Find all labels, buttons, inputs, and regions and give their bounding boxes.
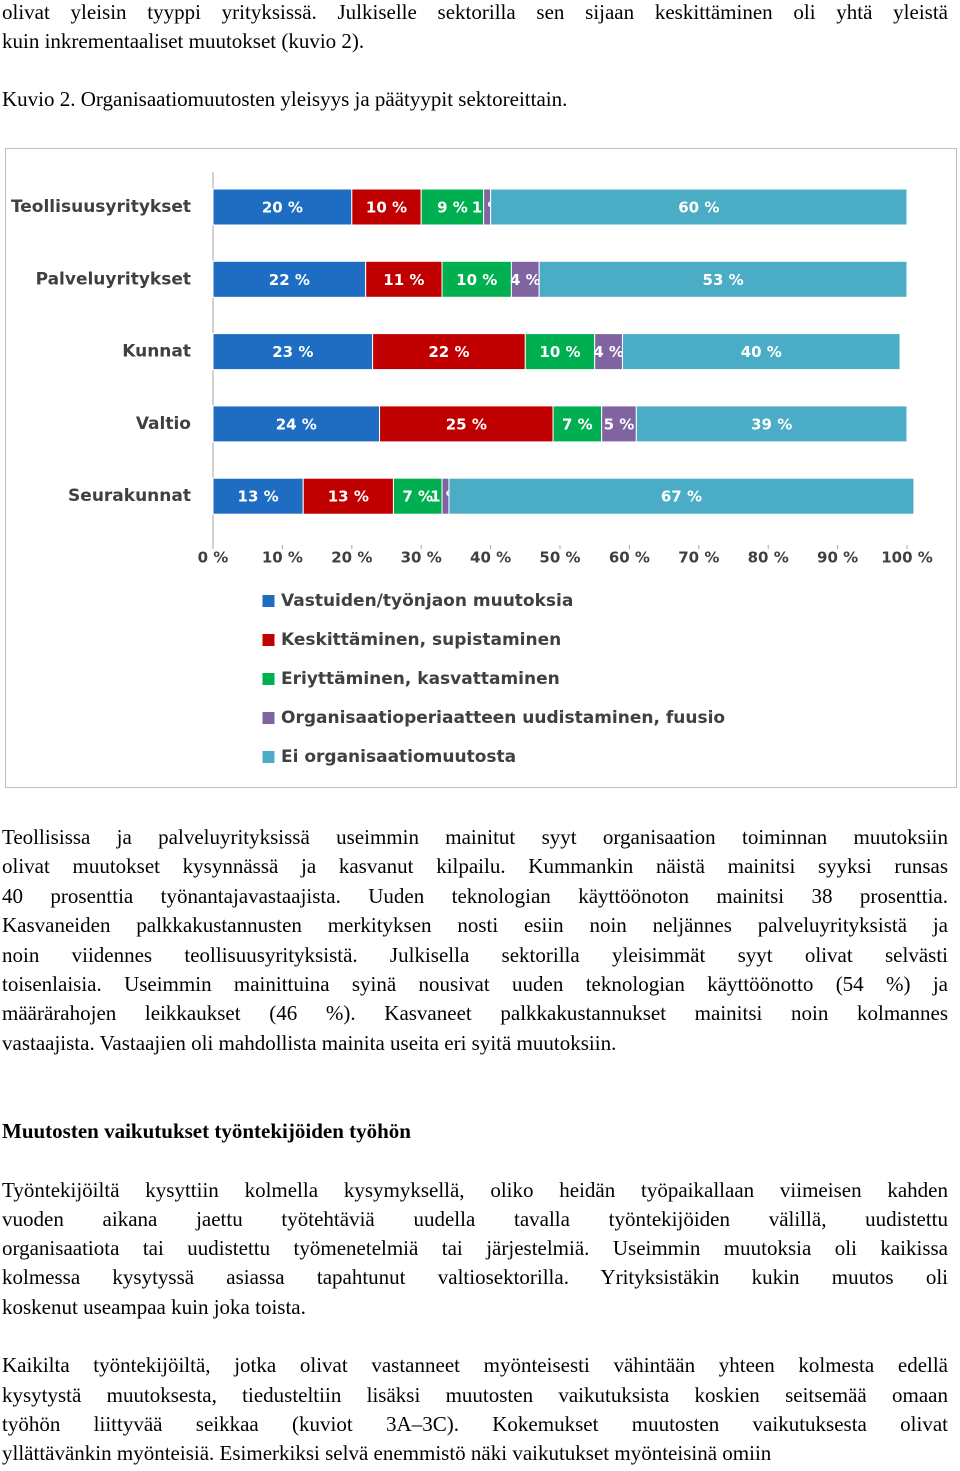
value-label: 10 %	[539, 343, 580, 361]
text-line: vuoden aikana jaettu työtehtäviä uudella…	[2, 1207, 948, 1231]
category-label: Palveluyritykset	[36, 269, 191, 289]
value-label: 67 %	[661, 488, 702, 506]
x-tick-label: 0 %	[198, 549, 229, 567]
bar-segment	[490, 188, 908, 226]
bar-segment	[302, 477, 394, 515]
text-line: olivat muutokset kysynnässä ja kasvanut …	[2, 854, 948, 878]
legend-label: Ei organisaatiomuutosta	[281, 747, 516, 767]
value-label: 60 %	[678, 199, 719, 217]
text-line: Teollisissa ja palveluyrityksissä useimm…	[2, 825, 948, 849]
bar-segment	[635, 405, 908, 443]
bar-segment	[212, 260, 367, 298]
figure: 0 % 10 % 20 % 30 % 40 % 50 % 60 % 70 % 80 % 90 % 1…	[5, 148, 957, 788]
text-line: määrärahojen leikkaukset (46 %). Kasvane…	[2, 1001, 948, 1025]
category-label: Teollisuusyritykset	[11, 197, 191, 217]
category-label: Kunnat	[122, 342, 191, 362]
x-tick-label: 90 %	[817, 549, 858, 567]
text-line: Työntekijöiltä kysyttiin kolmella kysymy…	[2, 1178, 948, 1202]
x-tick-label: 60 %	[609, 549, 650, 567]
text-line: yllättävänkin myönteisiä. Esimerkiksi se…	[2, 1441, 772, 1465]
bar-segment	[538, 260, 908, 298]
bar-segment	[212, 405, 381, 443]
legend-swatch	[261, 750, 276, 764]
value-label: 5 %	[604, 415, 635, 433]
text-line: Kasvaneiden palkkakustannusten merkityks…	[2, 913, 948, 937]
value-label: 13 %	[238, 488, 279, 506]
x-tick-label: 70 %	[678, 549, 719, 567]
text-line: työhön liittyvää seikkaa (kuviot 3A–3C).…	[2, 1412, 948, 1436]
value-label: 25 %	[446, 415, 487, 433]
bar-segment	[524, 333, 596, 371]
bar-segment	[212, 477, 304, 515]
value-label: 40 %	[741, 343, 782, 361]
value-label: 22 %	[428, 343, 469, 361]
legend-label: Vastuiden/työnjaon muutoksia	[281, 591, 573, 611]
text-line: kuin inkrementaaliset muutokset (kuvio 2…	[2, 29, 365, 53]
bar-segment	[379, 405, 554, 443]
legend-swatch	[261, 672, 276, 686]
text-line: kysytystä muutoksesta, tiedusteltiin lis…	[2, 1383, 948, 1407]
section-heading: Muutosten vaikutukset työntekijöiden työ…	[2, 1119, 411, 1143]
value-label: 4 %	[593, 343, 624, 361]
x-tick-label: 50 %	[539, 549, 580, 567]
x-tick-label: 40 %	[470, 549, 511, 567]
value-label: 9 %	[437, 199, 468, 217]
text-line: organisaatiota tai uudistettu työmenetel…	[2, 1236, 948, 1260]
bar-segment	[212, 188, 353, 226]
x-tick-label: 100 %	[881, 549, 933, 567]
text-line: olivat yleisin tyyppi yrityksissä. Julki…	[2, 0, 948, 24]
bar-segment	[420, 188, 485, 226]
bar-segment	[351, 188, 422, 226]
figure-frame	[5, 148, 957, 788]
value-label: 7 %	[402, 488, 433, 506]
text-line: vastaajista. Vastaajien oli mahdollista …	[2, 1031, 617, 1055]
legend-label: Organisaatioperiaatteen uudistaminen, fu…	[281, 708, 725, 728]
value-label: 10 %	[456, 271, 497, 289]
legend-swatch	[261, 594, 276, 608]
category-label: Valtio	[136, 414, 191, 434]
text-line: 40 prosenttia työnantajavastaajista. Uud…	[2, 884, 948, 908]
value-label: 13 %	[328, 488, 369, 506]
bar-segment	[621, 333, 901, 371]
value-label: 11 %	[383, 271, 424, 289]
value-label: 39 %	[751, 415, 792, 433]
x-tick-label: 20 %	[331, 549, 372, 567]
x-tick-label: 10 %	[262, 549, 303, 567]
value-label: 22 %	[269, 271, 310, 289]
value-label: 20 %	[262, 199, 303, 217]
bar-segment	[372, 333, 526, 371]
bar-segment	[601, 405, 637, 443]
bar-segment	[212, 333, 374, 371]
text-line: koskenut useampaa kuin joka toista.	[2, 1295, 306, 1319]
bar-segment	[365, 260, 443, 298]
category-label: Seurakunnat	[68, 486, 191, 506]
value-label: 4 %	[510, 271, 541, 289]
text-line: toisenlaisia. Useimmin mainittuina syinä…	[2, 972, 948, 996]
legend-swatch	[261, 633, 276, 647]
value-label: 53 %	[703, 271, 744, 289]
text-line: Kuvio 2. Organisaatiomuutosten yleisyys …	[2, 87, 568, 111]
bar-segment	[448, 477, 915, 515]
x-tick-label: 80 %	[748, 549, 789, 567]
legend-label: Eriyttäminen, kasvattaminen	[281, 669, 560, 689]
text-line: Kaikilta työntekijöiltä, jotka olivat va…	[2, 1353, 948, 1377]
legend-label: Keskittäminen, supistaminen	[281, 630, 561, 650]
bar-segment	[441, 260, 512, 298]
value-label: 7 %	[562, 415, 593, 433]
text-line: noin viidennes teollisuusyrityksistä. Ju…	[2, 943, 948, 967]
value-label: 24 %	[276, 415, 317, 433]
bar-segment	[552, 405, 603, 443]
value-label: 10 %	[366, 199, 407, 217]
text-line: kolmessa kysytyssä asiassa tapahtunut va…	[2, 1265, 948, 1289]
legend-swatch	[261, 711, 276, 725]
value-label: 23 %	[272, 343, 313, 361]
x-tick-label: 30 %	[401, 549, 442, 567]
